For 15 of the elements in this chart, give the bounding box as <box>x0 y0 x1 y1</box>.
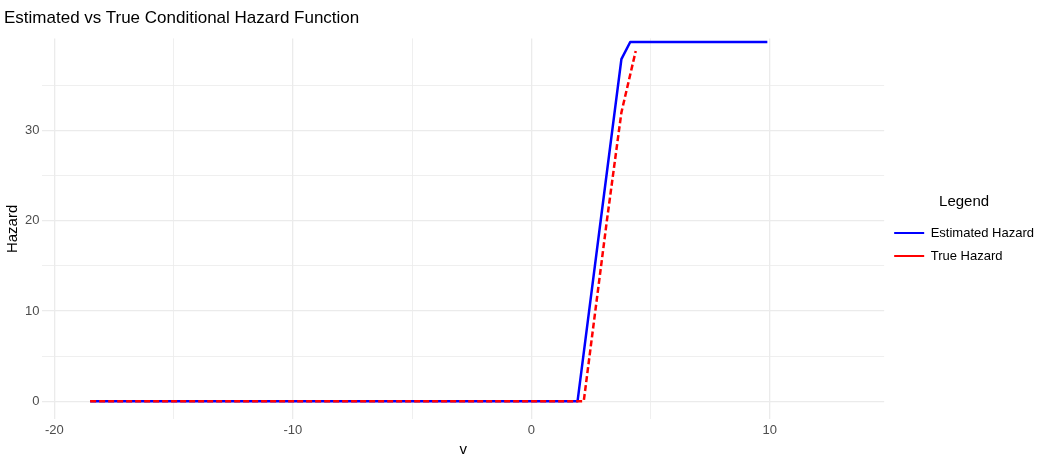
x-tick-label: -10 <box>283 421 303 437</box>
line-series <box>88 49 637 403</box>
x-tick-label: 10 <box>762 421 777 437</box>
legend-label: True Hazard <box>930 247 1003 263</box>
x-tick-label: 0 <box>527 421 535 437</box>
legend-title: Legend <box>939 192 990 210</box>
x-axis-title: v <box>459 440 468 458</box>
y-tick-label: 20 <box>24 212 40 228</box>
y-tick-label: 30 <box>24 122 40 138</box>
x-tick-label: -20 <box>44 421 64 437</box>
legend-label: Estimated Hazard <box>930 224 1035 240</box>
chart-title: Estimated vs True Conditional Hazard Function <box>4 7 360 27</box>
y-tick-label: 0 <box>32 392 40 408</box>
y-axis-title: Hazard <box>3 204 21 254</box>
y-tick-label: 10 <box>24 302 40 318</box>
